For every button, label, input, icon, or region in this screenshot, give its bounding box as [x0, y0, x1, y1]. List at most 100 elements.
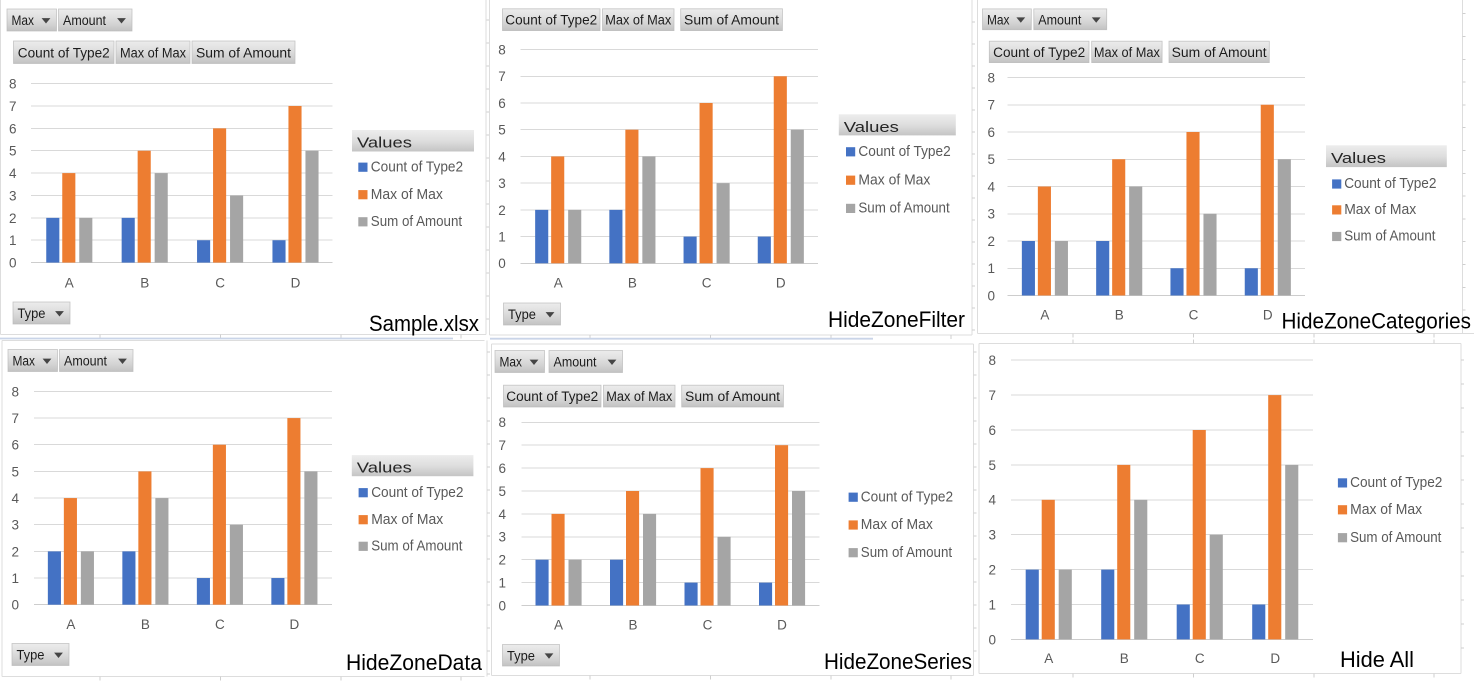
svg-text:5: 5: [987, 152, 995, 167]
svg-text:5: 5: [11, 464, 19, 479]
svg-text:Count of Type2: Count of Type2: [861, 488, 953, 505]
svg-text:A: A: [554, 275, 563, 290]
svg-text:0: 0: [498, 598, 506, 613]
svg-text:Sum of Amount: Sum of Amount: [685, 389, 780, 404]
svg-text:Count of Type2: Count of Type2: [993, 45, 1085, 60]
svg-text:8: 8: [498, 42, 506, 57]
svg-text:4: 4: [987, 179, 995, 194]
svg-text:1: 1: [987, 261, 995, 276]
svg-text:3: 3: [498, 530, 506, 545]
svg-text:0: 0: [988, 632, 996, 647]
svg-text:Sum of Amount: Sum of Amount: [684, 13, 779, 28]
svg-text:Count of Type2: Count of Type2: [1350, 474, 1442, 491]
svg-text:D: D: [290, 617, 300, 632]
svg-text:D: D: [291, 275, 301, 290]
svg-text:Sum of Amount: Sum of Amount: [858, 200, 950, 217]
svg-text:7: 7: [11, 411, 19, 426]
svg-text:Max of Max: Max of Max: [371, 511, 443, 528]
svg-text:8: 8: [9, 77, 17, 92]
svg-text:Type: Type: [508, 307, 536, 322]
svg-text:Type: Type: [17, 648, 45, 663]
svg-text:Amount: Amount: [64, 354, 107, 369]
svg-text:D: D: [1263, 307, 1273, 322]
svg-text:C: C: [215, 275, 225, 290]
svg-text:8: 8: [498, 415, 506, 430]
svg-text:2: 2: [498, 203, 506, 218]
svg-text:C: C: [1189, 307, 1199, 322]
svg-text:B: B: [141, 617, 150, 632]
svg-text:2: 2: [988, 563, 996, 578]
svg-text:C: C: [702, 275, 712, 290]
svg-text:B: B: [629, 617, 638, 632]
svg-text:A: A: [1040, 307, 1049, 322]
svg-text:Type: Type: [18, 306, 46, 321]
svg-text:Max of Max: Max of Max: [1350, 501, 1422, 518]
svg-text:Max of Max: Max of Max: [605, 13, 671, 28]
svg-text:Max of Max: Max of Max: [861, 516, 933, 533]
svg-text:Max: Max: [500, 355, 523, 370]
svg-text:Sum of Amount: Sum of Amount: [1344, 228, 1436, 245]
svg-text:3: 3: [498, 176, 506, 191]
svg-text:B: B: [628, 275, 637, 290]
svg-text:6: 6: [498, 96, 506, 111]
svg-text:A: A: [66, 617, 75, 632]
svg-text:D: D: [776, 275, 786, 290]
svg-text:HideZoneCategories: HideZoneCategories: [1282, 309, 1472, 334]
svg-text:7: 7: [498, 69, 506, 84]
svg-text:Sum of Amount: Sum of Amount: [371, 213, 463, 230]
svg-text:Count of Type2: Count of Type2: [858, 143, 950, 160]
svg-text:2: 2: [498, 553, 506, 568]
svg-text:2: 2: [987, 234, 995, 249]
svg-text:Amount: Amount: [63, 13, 106, 28]
svg-text:4: 4: [9, 166, 17, 181]
svg-text:Max: Max: [987, 12, 1010, 27]
svg-text:Max: Max: [12, 13, 35, 28]
svg-text:3: 3: [987, 207, 995, 222]
svg-text:D: D: [1270, 651, 1280, 666]
svg-text:1: 1: [498, 576, 506, 591]
svg-text:HideZoneFilter: HideZoneFilter: [828, 307, 966, 332]
svg-text:Sum of Amount: Sum of Amount: [1172, 45, 1267, 60]
svg-text:A: A: [554, 617, 563, 632]
svg-text:C: C: [215, 617, 225, 632]
svg-text:A: A: [65, 275, 74, 290]
svg-text:Values: Values: [1331, 150, 1386, 167]
svg-text:1: 1: [9, 233, 17, 248]
svg-text:4: 4: [498, 507, 506, 522]
svg-text:8: 8: [11, 384, 19, 399]
svg-text:Sum of Amount: Sum of Amount: [196, 45, 291, 60]
svg-text:Count of Type2: Count of Type2: [371, 484, 463, 501]
svg-text:B: B: [1115, 307, 1124, 322]
svg-text:1: 1: [498, 229, 506, 244]
svg-text:Values: Values: [357, 135, 412, 152]
svg-text:HideZoneSeries: HideZoneSeries: [824, 649, 972, 674]
svg-text:7: 7: [9, 99, 17, 114]
svg-text:Max of Max: Max of Max: [606, 389, 672, 404]
svg-text:1: 1: [11, 571, 19, 586]
svg-text:6: 6: [9, 121, 17, 136]
svg-text:4: 4: [498, 149, 506, 164]
svg-text:Sum of Amount: Sum of Amount: [371, 537, 463, 554]
svg-text:A: A: [1044, 651, 1053, 666]
svg-text:B: B: [1120, 651, 1129, 666]
svg-text:4: 4: [11, 491, 19, 506]
svg-text:Sample.xlsx: Sample.xlsx: [369, 311, 479, 336]
svg-text:Values: Values: [844, 119, 899, 136]
svg-text:7: 7: [987, 98, 995, 113]
svg-text:2: 2: [11, 544, 19, 559]
svg-text:Max of Max: Max of Max: [1344, 201, 1416, 218]
svg-text:0: 0: [498, 256, 506, 271]
svg-text:1: 1: [988, 597, 996, 612]
svg-text:Max of Max: Max of Max: [371, 186, 443, 203]
svg-text:0: 0: [9, 256, 17, 271]
svg-text:6: 6: [988, 423, 996, 438]
svg-text:Max of Max: Max of Max: [120, 45, 186, 60]
svg-text:D: D: [777, 617, 787, 632]
svg-text:2: 2: [9, 211, 17, 226]
svg-text:Count of Type2: Count of Type2: [18, 45, 110, 60]
svg-text:4: 4: [988, 493, 996, 508]
svg-text:B: B: [140, 275, 149, 290]
svg-text:6: 6: [498, 461, 506, 476]
svg-text:5: 5: [988, 458, 996, 473]
svg-text:Count of Type2: Count of Type2: [371, 158, 463, 175]
